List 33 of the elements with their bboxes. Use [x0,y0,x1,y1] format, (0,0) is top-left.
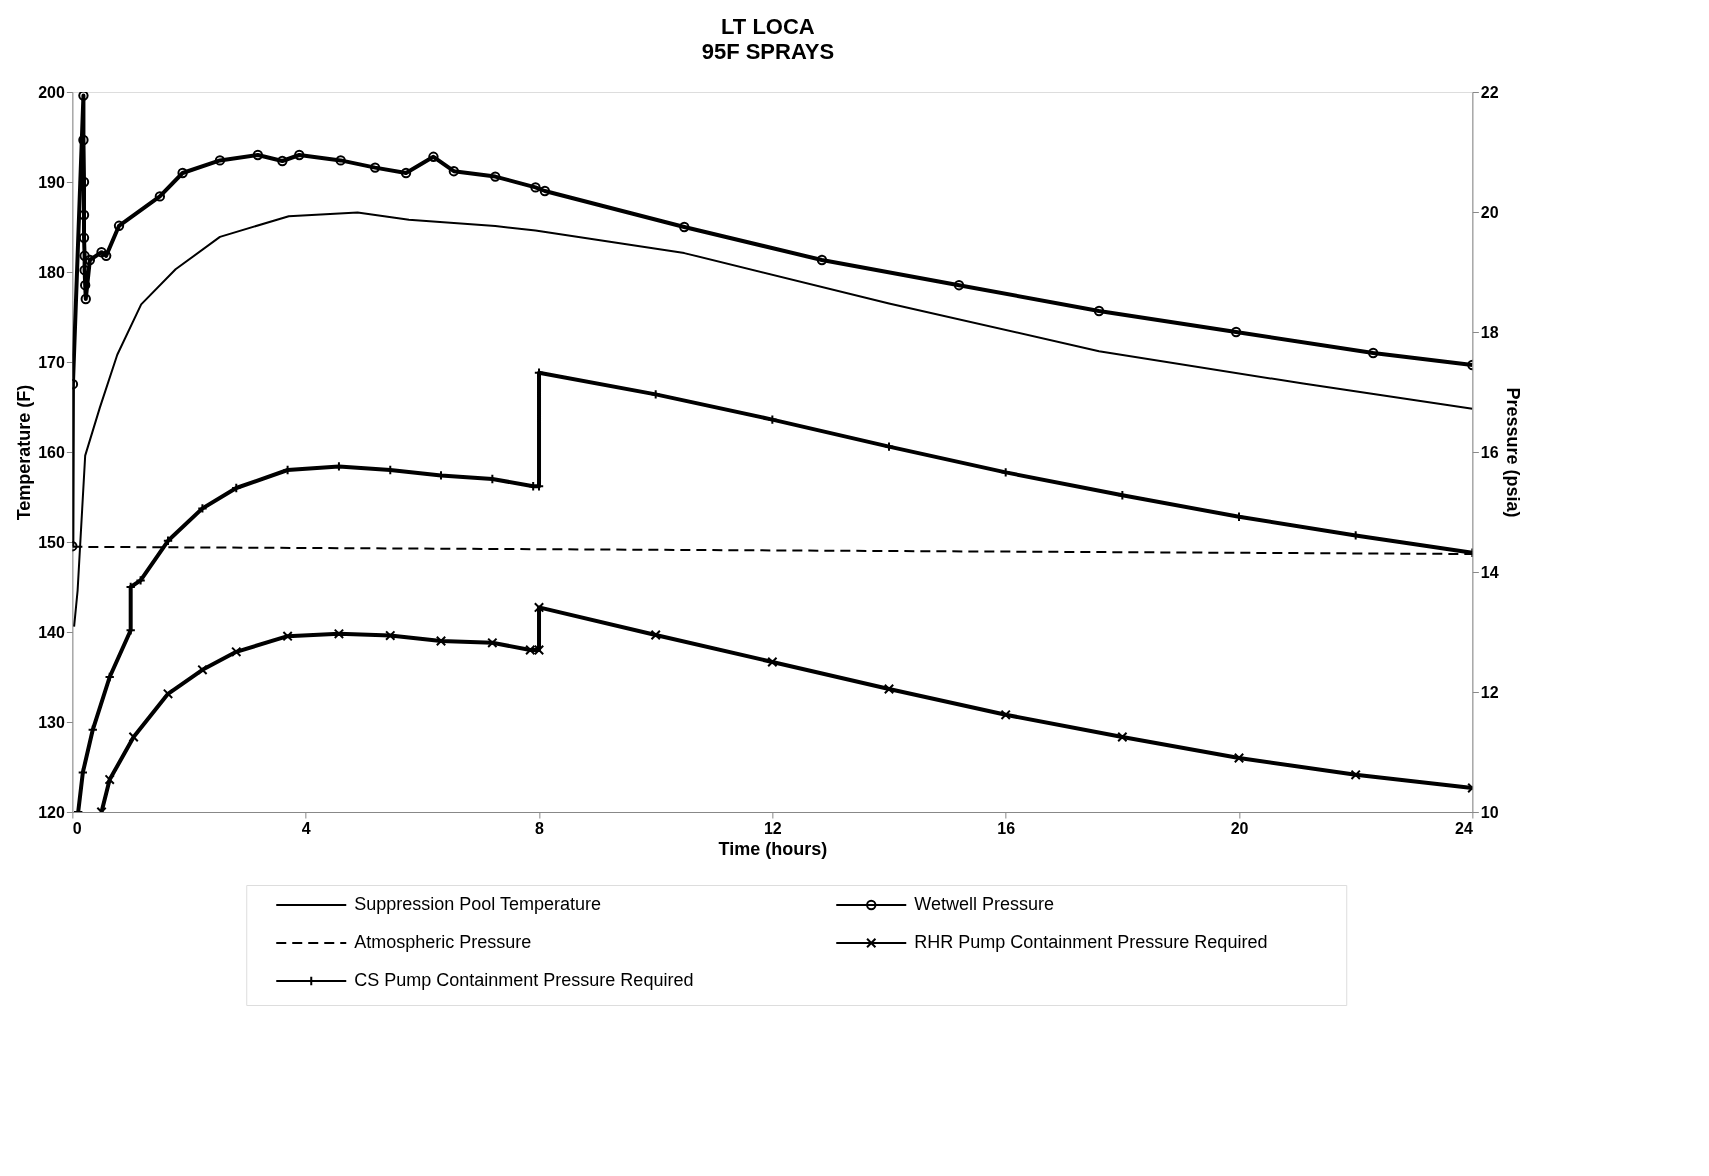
y2-tick-label: 14 [1480,563,1499,581]
y2-tick-label: 12 [1480,683,1499,701]
y-tick-label: 140 [38,623,65,641]
x-tick-label: 8 [535,819,545,837]
x-tick-label: 0 [72,819,82,837]
y-tick-label: 120 [38,803,65,821]
legend-label: RHR Pump Containment Pressure Required [914,932,1268,952]
y-tick-label: 190 [38,173,65,191]
y2-tick-label: 22 [1480,83,1499,101]
x-tick-label: 4 [301,819,311,837]
y2-tick-label: 16 [1480,443,1499,461]
y-tick-label: 180 [38,263,65,281]
y-tick-label: 150 [38,533,65,551]
legend-label: CS Pump Containment Pressure Required [354,970,694,990]
y-tick-label: 130 [38,713,65,731]
legend-label: Wetwell Pressure [914,894,1054,914]
y-axis-title: Temperature (F) [14,384,35,521]
y2-tick-label: 20 [1480,203,1499,221]
x-tick-label: 12 [763,819,782,837]
y-tick-label: 170 [38,353,65,371]
y-tick-label: 200 [38,83,65,101]
x-tick-label: 24 [1455,819,1473,837]
x-tick-label: 20 [1230,819,1249,837]
x-tick-label: 16 [997,819,1016,837]
y-tick-label: 160 [38,443,65,461]
y2-tick-label: 18 [1480,323,1499,341]
legend-label: Suppression Pool Temperature [354,894,602,914]
y2-axis-title: Pressure (psia) [1502,387,1523,518]
chart-title: LT LOCA [721,13,815,39]
chart-subtitle: 95F SPRAYS [701,38,835,64]
y2-tick-label: 10 [1480,803,1499,821]
legend-label: Atmospheric Pressure [354,932,532,952]
x-axis-title: Time (hours) [718,838,828,859]
